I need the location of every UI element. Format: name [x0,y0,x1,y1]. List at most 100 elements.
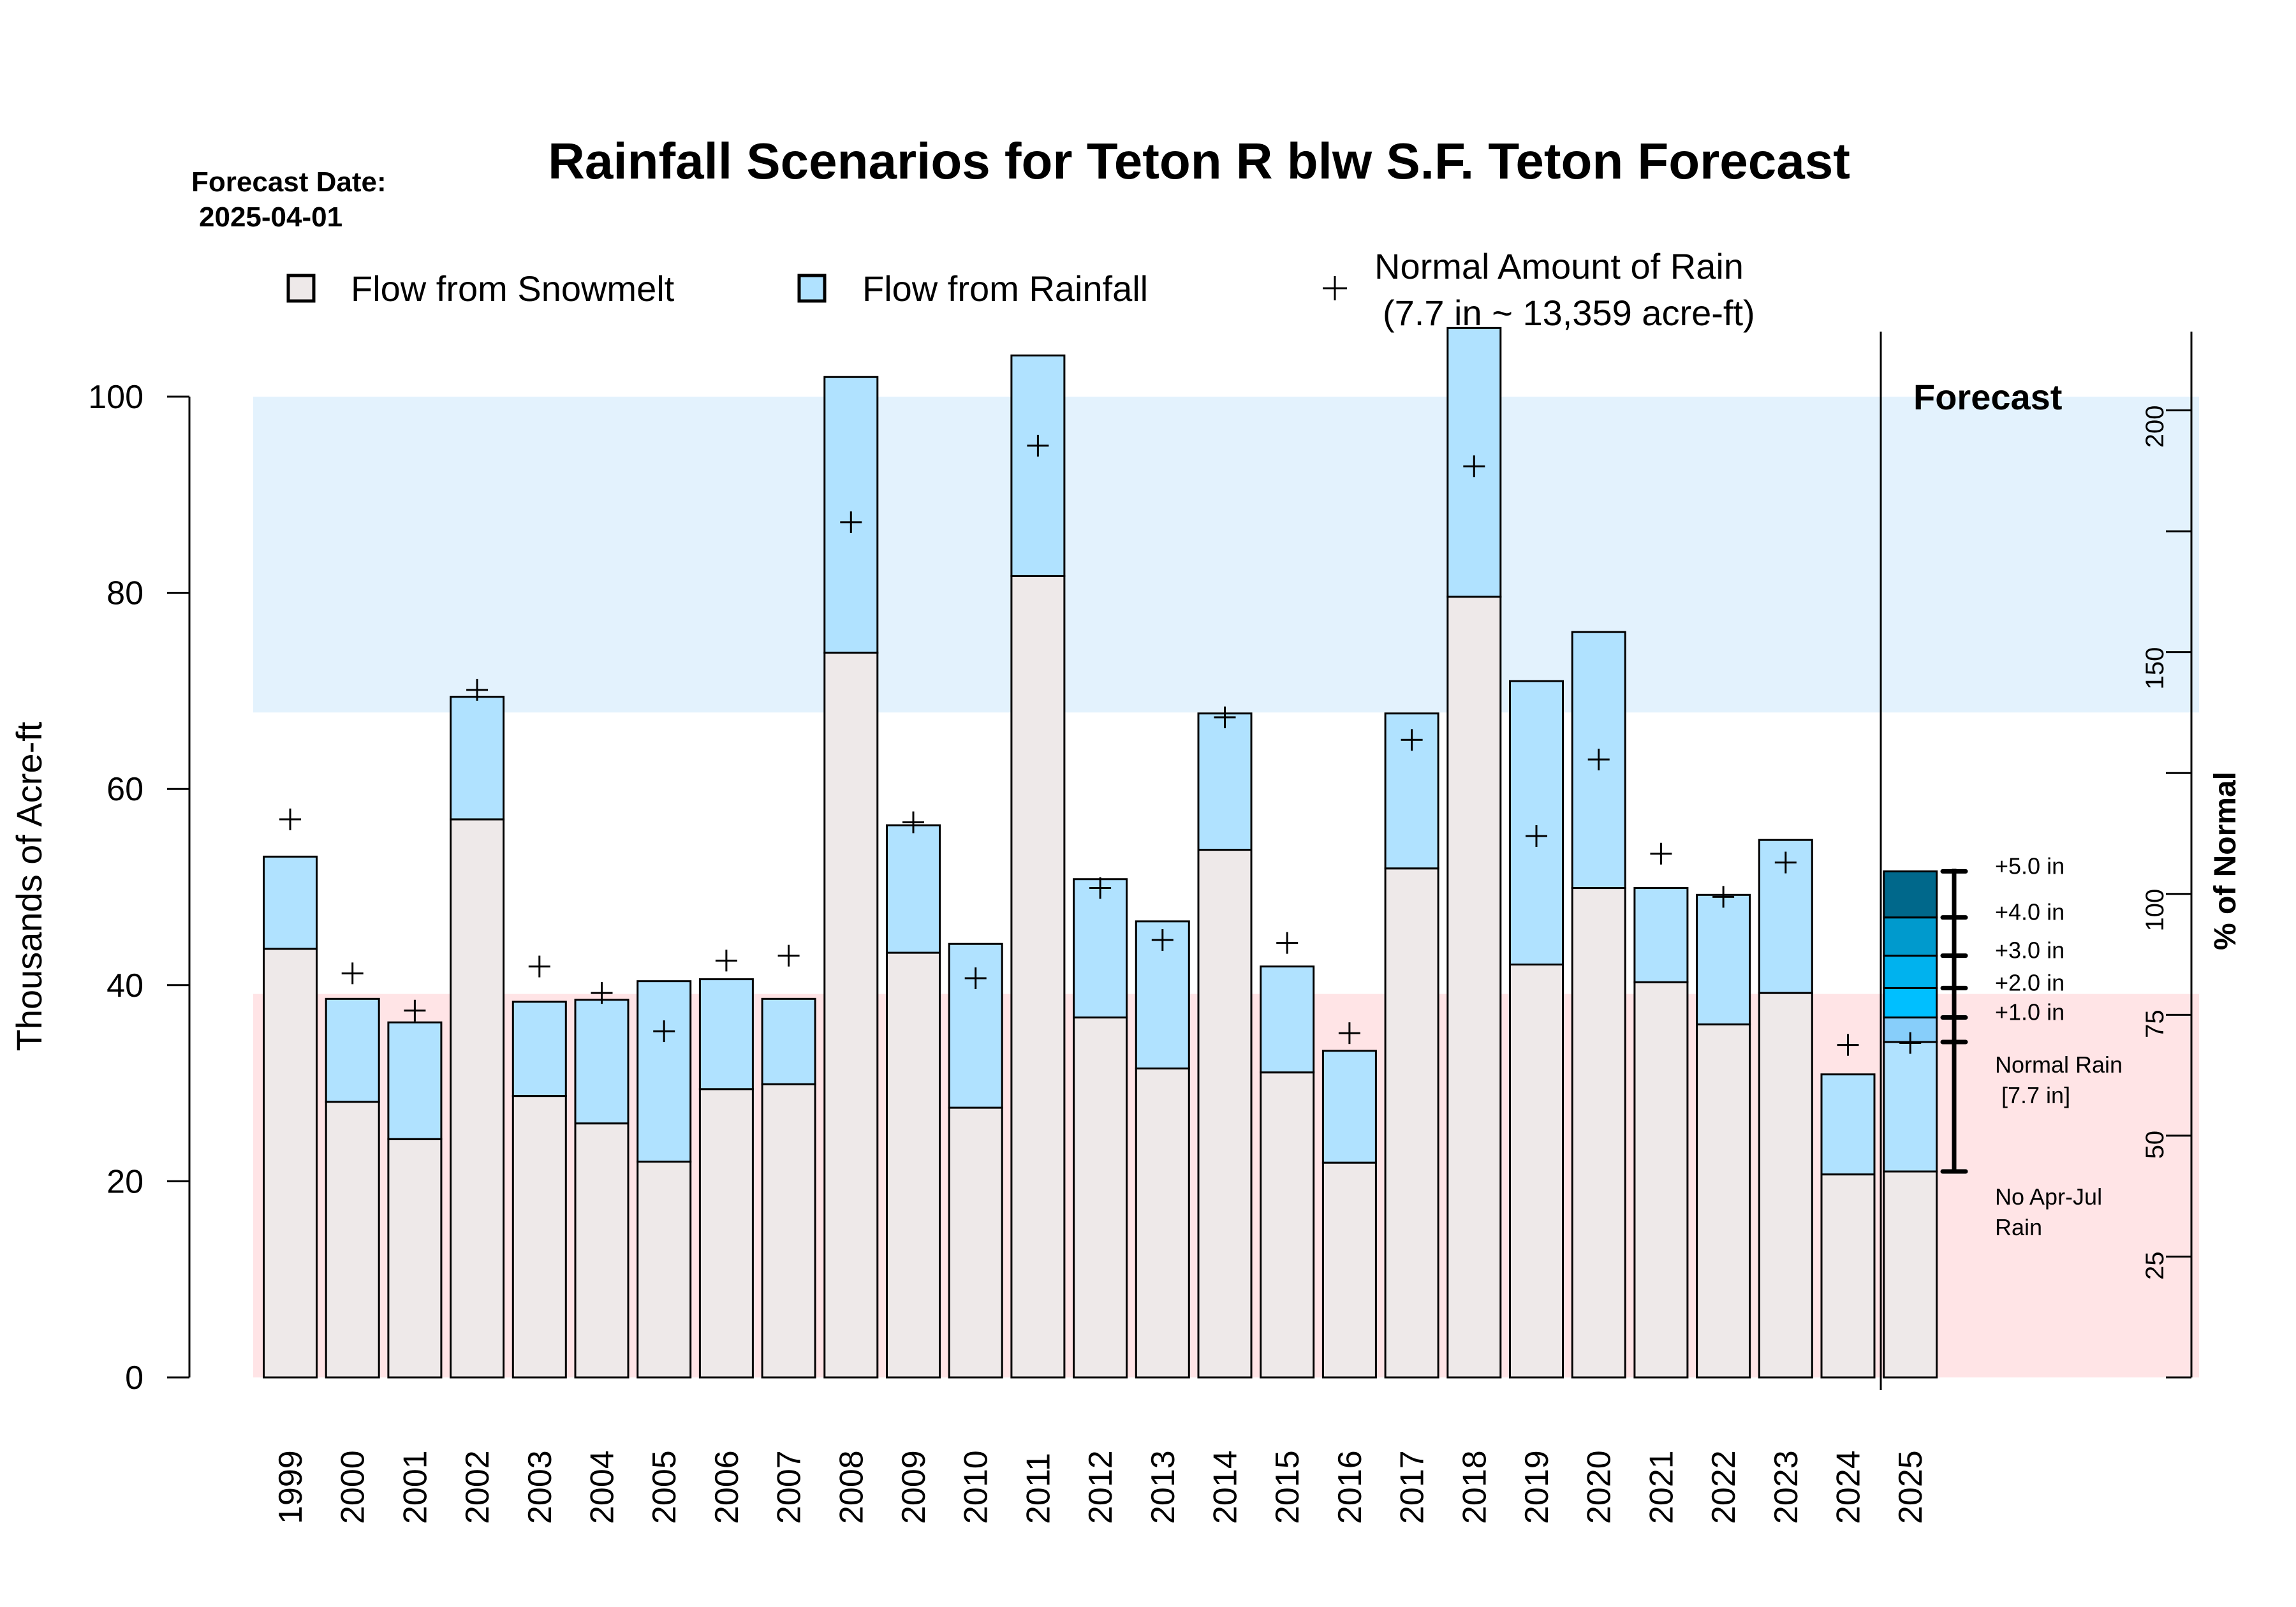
normal-rain-marker-2013 [1151,929,1174,951]
y-axis-right: 25 50 75 100 150 200 [2141,332,2193,1379]
x-tick-label-2009: 2009 [895,1450,932,1524]
y-right-tick-label: 150 [2141,647,2169,690]
bar-snowmelt-2012 [1073,1016,1128,1379]
normal-rain-marker-2007 [777,944,800,967]
bar-rainfall-2002 [450,696,505,821]
y-tick-label: 0 [125,1360,144,1397]
forecast-date-value: 2025-04-01 [199,202,342,233]
normal-rain-marker-2015 [1276,932,1299,954]
forecast-scenario-segment-5 [1883,870,1938,919]
bar-snowmelt-2017 [1384,867,1439,1379]
normal-rain-marker-2014 [1214,706,1236,728]
normal-rain-marker-2001 [404,999,426,1022]
legend-swatch-snowmelt [286,274,316,303]
bar-rainfall-2022 [1696,893,1751,1025]
bar-snowmelt-2010 [948,1106,1003,1379]
x-tick-label-2016: 2016 [1332,1450,1369,1524]
x-tick-label-2022: 2022 [1705,1450,1742,1524]
scenario-label-3: +3.0 in [1995,937,2064,964]
y-tick-label: 40 [107,967,144,1004]
x-tick-label-2024: 2024 [1830,1450,1867,1524]
bar-rainfall-2007 [761,997,816,1085]
bar-rainfall-2021 [1633,887,1689,983]
bar-rainfall-2012 [1073,878,1128,1019]
x-tick-label-2002: 2002 [459,1450,496,1524]
bar-rainfall-2019 [1509,680,1564,966]
scenario-label-5: +5.0 in [1995,853,2064,879]
bar-snowmelt-2025 [1883,1170,1938,1379]
above-normal-band [253,397,2199,713]
bar-snowmelt-2020 [1571,887,1626,1379]
normal-rain-marker-2017 [1401,729,1423,751]
legend-label-rainfall: Flow from Rainfall [862,268,1148,309]
x-tick-label-2020: 2020 [1581,1450,1618,1524]
bar-snowmelt-1999 [263,948,318,1379]
y-axis-right-label: % of Normal [2209,772,2242,950]
bar-snowmelt-2023 [1758,992,1813,1379]
normal-rain-marker-2010 [964,967,987,990]
x-tick-label-2010: 2010 [958,1450,995,1524]
forecast-label: Forecast [1913,377,2062,417]
y-right-tick-label: 100 [2141,889,2169,932]
normal-rain-marker-2016 [1338,1022,1360,1045]
bar-snowmelt-2008 [823,651,879,1379]
bar-snowmelt-2018 [1446,596,1502,1379]
normal-rain-marker-2002 [466,679,489,701]
y-axis-label: Thousands of Acre-ft [9,721,49,1051]
bar-rainfall-2015 [1260,965,1315,1074]
normal-rain-marker-2022 [1712,886,1735,908]
normal-rain-marker-2000 [341,962,364,985]
bar-snowmelt-2005 [637,1161,692,1379]
normal-rain-marker-2011 [1027,434,1049,457]
bar-snowmelt-2009 [886,951,941,1379]
x-tick-label-2025: 2025 [1892,1450,1929,1524]
y-right-tick-label: 25 [2141,1251,2169,1280]
bar-snowmelt-2007 [761,1083,816,1379]
scenario-sublabel-normal: [7.7 in] [2001,1082,2070,1108]
normal-rain-marker-2023 [1774,851,1797,874]
x-tick-label-2017: 2017 [1394,1450,1431,1524]
x-tick-label-2014: 2014 [1207,1450,1244,1524]
normal-rain-marker-forecast [1899,1032,1922,1054]
bar-snowmelt-2006 [698,1088,754,1379]
bar-rainfall-2014 [1197,712,1253,851]
normal-rain-marker-2024 [1837,1034,1859,1056]
x-tick-label-2005: 2005 [646,1450,683,1524]
x-tick-label-2021: 2021 [1643,1450,1680,1524]
normal-rain-marker-2020 [1587,749,1610,771]
forecast-normal-rain-segment [1883,1041,1938,1173]
x-tick-label-2001: 2001 [397,1450,434,1524]
x-tick-label-2015: 2015 [1269,1450,1306,1524]
legend: Flow from Snowmelt Flow from Rainfall No… [286,246,1755,333]
scenario-label-4: +4.0 in [1995,899,2064,925]
normal-rain-marker-2009 [902,811,924,833]
bar-snowmelt-2014 [1197,849,1253,1379]
normal-rain-marker-2005 [653,1020,675,1043]
scenario-label-normal: Normal Rain [1995,1052,2123,1078]
legend-swatch-rainfall [797,274,827,303]
scenario-label-1: +1.0 in [1995,999,2064,1025]
bar-rainfall-2024 [1820,1073,1876,1176]
normal-rain-marker-2006 [715,950,737,972]
bar-rainfall-1999 [263,855,318,950]
normal-rain-marker-2019 [1526,825,1547,848]
x-tick-label-2004: 2004 [584,1450,621,1524]
x-tick-label-2003: 2003 [522,1450,559,1524]
y-right-tick-label: 75 [2141,1009,2169,1038]
legend-label-normal-rain: Normal Amount of Rain [1374,246,1744,286]
bar-snowmelt-2015 [1260,1071,1315,1379]
scenario-sublabel-no-rain: Rain [1995,1214,2042,1240]
bar-rainfall-2005 [637,980,692,1163]
normal-rain-marker-1999 [279,808,301,830]
bar-rainfall-2004 [574,999,629,1125]
chart-title: Rainfall Scenarios for Teton R blw S.F. … [548,133,1850,189]
bar-rainfall-2003 [511,1001,567,1097]
y-tick-label: 80 [107,575,144,612]
bar-rainfall-2011 [1010,354,1066,577]
x-tick-label-2018: 2018 [1456,1450,1493,1524]
x-tick-label-2023: 2023 [1768,1450,1805,1524]
x-tick-label-2007: 2007 [771,1450,808,1524]
normal-rain-marker-2008 [840,511,862,533]
forecast-bar [1883,870,1938,1173]
normal-rain-marker-2003 [528,955,550,978]
